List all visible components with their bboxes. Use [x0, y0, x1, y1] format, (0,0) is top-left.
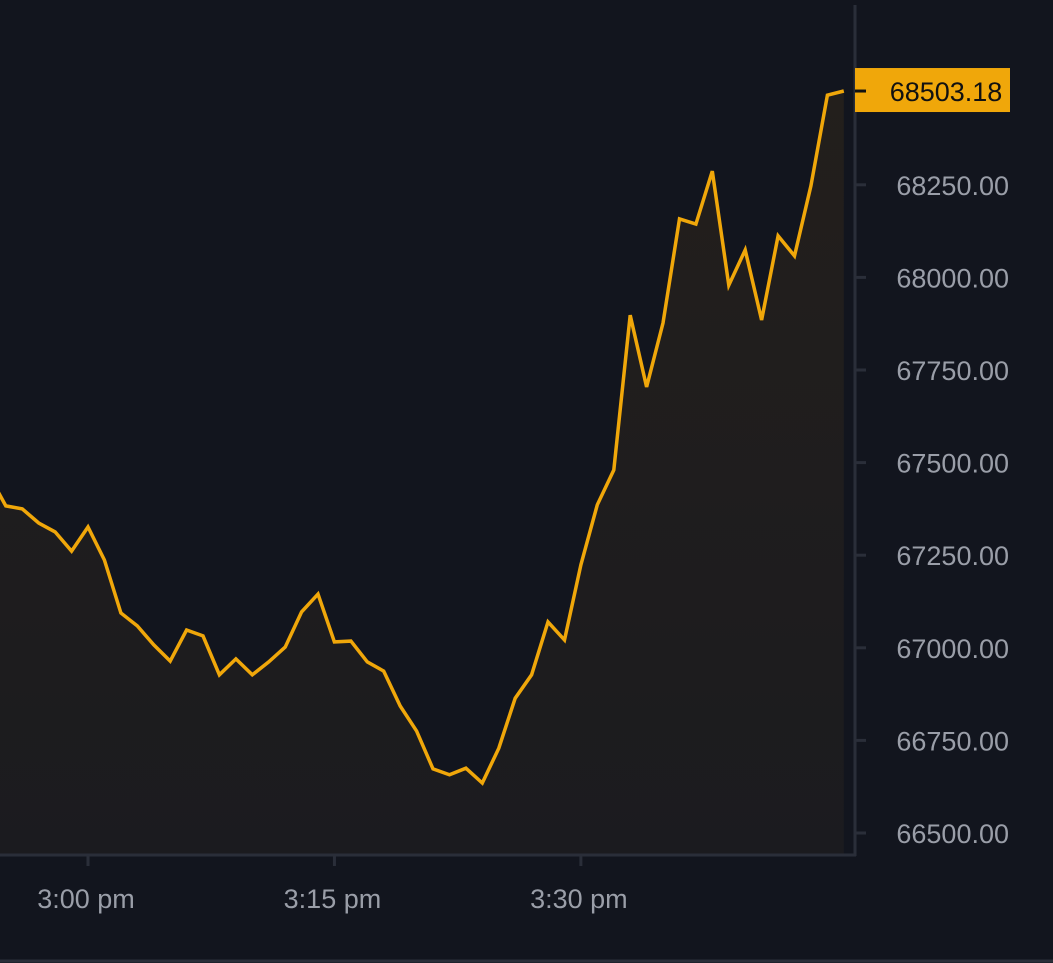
y-tick-label: 68250.00	[896, 171, 1009, 201]
plot-area	[0, 89, 845, 855]
y-tick-label: 67250.00	[896, 541, 1009, 571]
x-tick-label: 3:15 pm	[284, 884, 382, 914]
current-price-tag: 68503.18	[855, 68, 1010, 113]
y-tick-label: 66500.00	[896, 819, 1009, 849]
price-line	[0, 89, 845, 786]
x-tick-label: 3:30 pm	[530, 884, 628, 914]
y-tick-label: 67750.00	[896, 356, 1009, 386]
x-axis: 3:00 pm 3:15 pm 3:30 pm	[37, 855, 628, 914]
price-area-fill	[0, 91, 844, 855]
y-axis: 66500.00 66750.00 67000.00 67250.00 67500.00…	[855, 171, 1009, 849]
y-tick-label: 68000.00	[896, 263, 1009, 293]
current-price-label: 68503.18	[890, 77, 1003, 107]
x-tick-label: 3:00 pm	[37, 884, 135, 914]
y-tick-label: 67500.00	[896, 449, 1009, 479]
y-tick-label: 67000.00	[896, 634, 1009, 664]
y-tick-label: 66750.00	[896, 726, 1009, 756]
current-price-box	[855, 68, 1010, 113]
